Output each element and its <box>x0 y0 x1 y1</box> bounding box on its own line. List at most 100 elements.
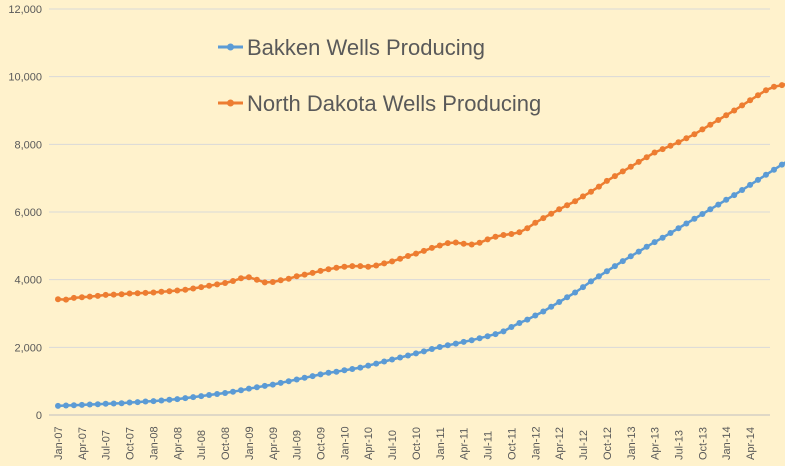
data-point <box>142 398 149 405</box>
series-0 <box>55 161 785 409</box>
data-point <box>110 291 117 298</box>
data-point <box>492 331 499 338</box>
data-point <box>86 401 93 408</box>
data-point <box>94 401 101 408</box>
data-point <box>397 354 404 361</box>
data-point <box>317 371 324 378</box>
data-point <box>206 282 213 289</box>
data-point <box>588 188 594 195</box>
x-tick-label: Jan-10 <box>339 426 351 460</box>
data-point <box>357 364 364 371</box>
data-point <box>182 286 189 293</box>
data-point <box>206 392 213 398</box>
data-point <box>524 225 531 232</box>
data-point <box>317 267 324 274</box>
data-point <box>118 400 125 407</box>
data-point <box>230 278 236 284</box>
data-point <box>253 276 260 283</box>
data-point <box>166 396 173 403</box>
data-point <box>349 263 356 270</box>
data-point <box>420 247 427 254</box>
data-point <box>659 234 666 241</box>
data-point <box>94 292 101 299</box>
data-point <box>413 350 419 357</box>
data-point <box>63 402 69 409</box>
data-point <box>778 161 785 168</box>
data-point <box>389 356 396 363</box>
data-point <box>731 192 738 199</box>
data-point <box>78 401 85 408</box>
data-point <box>643 154 650 161</box>
data-point <box>389 258 396 265</box>
data-point <box>755 176 761 183</box>
data-point <box>763 87 769 94</box>
data-point <box>699 211 706 217</box>
x-tick-label: Jan-07 <box>53 426 65 460</box>
data-point <box>548 303 555 310</box>
data-point <box>110 400 117 407</box>
data-point <box>675 139 682 146</box>
data-point <box>572 198 579 205</box>
data-point <box>723 196 730 203</box>
data-point <box>516 229 523 236</box>
data-point <box>771 83 777 90</box>
data-point <box>174 396 181 403</box>
y-tick-label: 0 <box>36 410 42 422</box>
legend-label-north-dakota: North Dakota Wells Producing <box>247 91 541 116</box>
x-tick-label: Jan-14 <box>721 426 733 460</box>
data-point <box>134 290 141 297</box>
x-tick-label: Oct-11 <box>506 428 518 460</box>
data-point <box>468 337 475 344</box>
data-point <box>603 177 610 184</box>
data-point <box>763 171 769 178</box>
data-point <box>333 264 340 271</box>
x-tick-label: Apr-10 <box>363 427 375 460</box>
data-point <box>548 210 555 217</box>
data-point <box>301 271 308 278</box>
data-point <box>492 233 499 240</box>
data-point <box>635 158 642 165</box>
data-point <box>707 121 714 128</box>
data-point <box>532 219 539 226</box>
data-point <box>564 294 571 301</box>
x-tick-label: Oct-12 <box>602 427 614 460</box>
y-tick-label: 6,000 <box>14 207 42 219</box>
data-point <box>460 240 467 247</box>
data-point <box>627 163 634 170</box>
data-point <box>190 394 197 401</box>
data-point <box>739 187 746 193</box>
data-point <box>397 255 404 262</box>
data-point <box>325 369 332 376</box>
x-tick-label: Apr-11 <box>459 428 471 460</box>
data-point <box>333 368 340 375</box>
data-point <box>452 239 459 246</box>
data-point <box>659 146 666 153</box>
data-point <box>349 366 356 372</box>
y-tick-label: 8,000 <box>14 139 42 151</box>
data-point <box>365 263 372 270</box>
y-tick-label: 12,000 <box>8 4 42 16</box>
data-point <box>588 278 594 285</box>
data-point <box>269 279 276 285</box>
data-point <box>413 250 419 257</box>
data-point <box>341 367 348 374</box>
data-point <box>691 215 698 222</box>
data-point <box>731 107 738 114</box>
data-point <box>293 273 300 280</box>
data-point <box>102 291 109 298</box>
data-point <box>452 340 459 347</box>
data-point <box>500 328 507 335</box>
data-point <box>651 149 658 156</box>
data-point <box>238 275 244 282</box>
data-point <box>556 299 563 305</box>
data-point <box>580 284 586 291</box>
x-tick-label: Jan-09 <box>244 426 256 460</box>
data-point <box>476 239 483 246</box>
data-point <box>683 135 690 142</box>
data-point <box>70 402 77 409</box>
data-point <box>755 92 761 99</box>
data-point <box>532 312 539 319</box>
y-tick-label: 4,000 <box>14 275 42 287</box>
x-tick-label: Jul-09 <box>292 430 304 460</box>
data-point <box>683 220 690 227</box>
